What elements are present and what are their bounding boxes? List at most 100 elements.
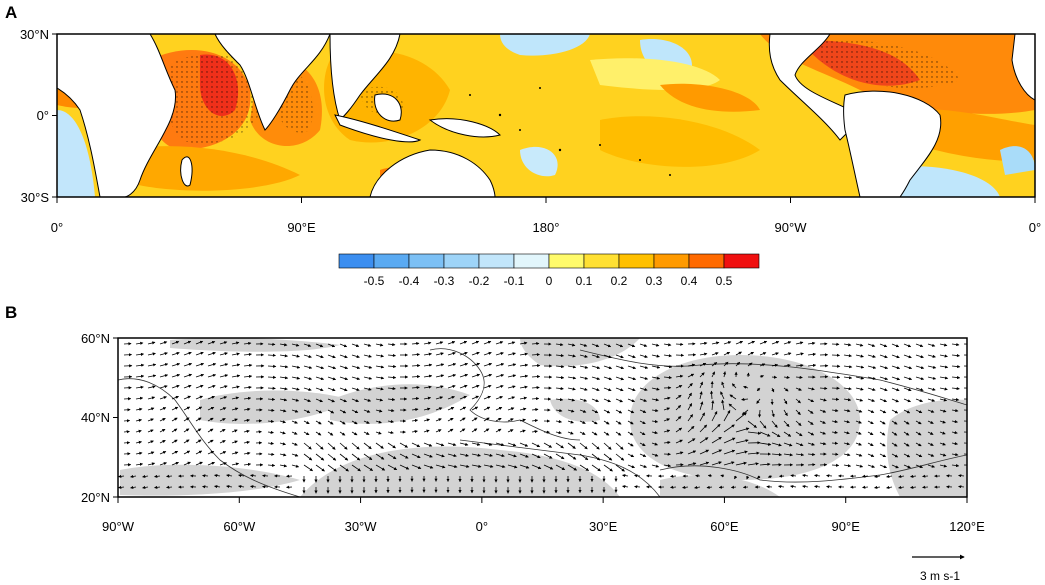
wind-vector bbox=[819, 386, 828, 390]
wind-vector bbox=[351, 420, 358, 425]
wind-vector bbox=[351, 398, 359, 403]
warm-anomaly-tropical-pacific bbox=[660, 83, 760, 112]
wind-vector bbox=[651, 343, 660, 347]
wind-vector bbox=[267, 342, 276, 346]
wind-vector bbox=[183, 406, 191, 411]
wind-vector bbox=[711, 362, 718, 367]
wind-vector bbox=[387, 464, 398, 471]
wind-vector bbox=[207, 461, 215, 466]
wind-vector bbox=[519, 352, 529, 356]
wind-vector bbox=[411, 341, 420, 346]
wind-vector bbox=[855, 453, 863, 457]
wind-vector bbox=[639, 398, 648, 402]
wind-vector bbox=[142, 474, 149, 479]
wind-vector bbox=[783, 352, 792, 356]
wind-vector bbox=[759, 442, 772, 446]
wind-vector bbox=[315, 365, 325, 370]
wind-vector bbox=[214, 485, 221, 489]
wind-vector bbox=[855, 387, 864, 391]
wind-vector bbox=[555, 386, 564, 391]
wind-vector bbox=[723, 341, 732, 345]
wind-vector bbox=[699, 401, 704, 411]
wind-vector bbox=[279, 442, 287, 446]
wind-vector bbox=[219, 440, 226, 444]
wind-vector bbox=[519, 396, 528, 400]
wind-vector bbox=[567, 420, 574, 424]
shade-east-asia bbox=[887, 399, 967, 497]
wind-vector bbox=[807, 452, 816, 457]
wind-vector bbox=[327, 387, 336, 392]
wind-vector bbox=[267, 441, 275, 445]
wind-vector bbox=[363, 464, 374, 471]
wind-vector bbox=[687, 414, 694, 422]
wind-vector bbox=[363, 409, 371, 413]
wind-vector bbox=[159, 440, 166, 444]
wind-vector bbox=[729, 394, 737, 400]
wind-vector bbox=[783, 409, 788, 417]
wind-vector bbox=[531, 464, 542, 470]
wind-vector bbox=[267, 386, 276, 390]
land-southeast-asia bbox=[329, 34, 401, 121]
island bbox=[558, 148, 562, 152]
wind-vector bbox=[375, 442, 384, 449]
stipple-indian-ocean bbox=[164, 54, 265, 144]
wind-vector bbox=[519, 341, 528, 345]
wind-vector bbox=[483, 384, 492, 389]
wind-vector bbox=[543, 453, 553, 459]
wind-vector bbox=[831, 420, 839, 424]
lon-tick-label: 0° bbox=[476, 519, 488, 534]
wind-vector bbox=[327, 376, 337, 381]
wind-vector bbox=[927, 464, 936, 468]
wind-vector bbox=[459, 395, 467, 400]
wind-vector bbox=[435, 407, 443, 411]
wind-vector bbox=[459, 417, 466, 422]
wind-vector bbox=[867, 387, 876, 391]
wind-vector bbox=[603, 409, 611, 414]
wind-vector bbox=[915, 431, 922, 436]
wind-vector bbox=[591, 398, 599, 403]
wind-vector bbox=[231, 352, 240, 356]
wind-vector-map bbox=[118, 338, 967, 497]
wind-vector bbox=[507, 374, 517, 378]
wind-vector bbox=[226, 484, 233, 489]
wind-vector bbox=[250, 474, 257, 478]
wind-vector bbox=[663, 365, 673, 369]
wind-vector bbox=[471, 417, 478, 422]
wind-vector bbox=[399, 464, 410, 470]
wind-vector bbox=[651, 354, 660, 358]
wind-vector bbox=[315, 376, 325, 381]
wind-vector bbox=[879, 409, 887, 414]
colorbar-swatch bbox=[443, 253, 480, 269]
wind-vector bbox=[231, 462, 240, 466]
colorbar-tick-label: -0.5 bbox=[364, 274, 385, 288]
wind-vector bbox=[951, 442, 959, 446]
land-south-america bbox=[843, 90, 942, 197]
wind-vector bbox=[279, 354, 289, 358]
panel-a-lat-axis: 30°N 0° 30°S bbox=[20, 27, 57, 205]
wind-vector bbox=[891, 376, 901, 381]
wind-vector bbox=[939, 453, 947, 457]
wind-vector bbox=[435, 385, 444, 389]
wind-vector bbox=[891, 442, 898, 447]
wind-vector bbox=[939, 376, 949, 380]
wind-vector bbox=[915, 365, 925, 370]
wind-vector bbox=[579, 387, 588, 391]
wind-vector bbox=[711, 400, 715, 411]
lon-tick-180: 180° bbox=[533, 220, 560, 235]
wind-vector bbox=[567, 376, 577, 380]
lon-tick-label: 30°W bbox=[345, 519, 378, 534]
wind-vector bbox=[423, 352, 433, 356]
wind-vector bbox=[579, 376, 589, 380]
wind-vector bbox=[166, 474, 173, 478]
wind-vector bbox=[291, 387, 300, 391]
wind-vector bbox=[303, 398, 312, 402]
wind-vector bbox=[879, 376, 889, 381]
wind-vector bbox=[142, 485, 149, 490]
wind-vector bbox=[843, 343, 852, 347]
wind-vector bbox=[483, 417, 490, 422]
wind-vector bbox=[831, 408, 839, 413]
wind-vector bbox=[219, 418, 226, 422]
wind-vector bbox=[711, 341, 720, 345]
wind-vector bbox=[495, 362, 505, 367]
cool-anomaly-southwest-atlantic bbox=[1000, 146, 1035, 175]
